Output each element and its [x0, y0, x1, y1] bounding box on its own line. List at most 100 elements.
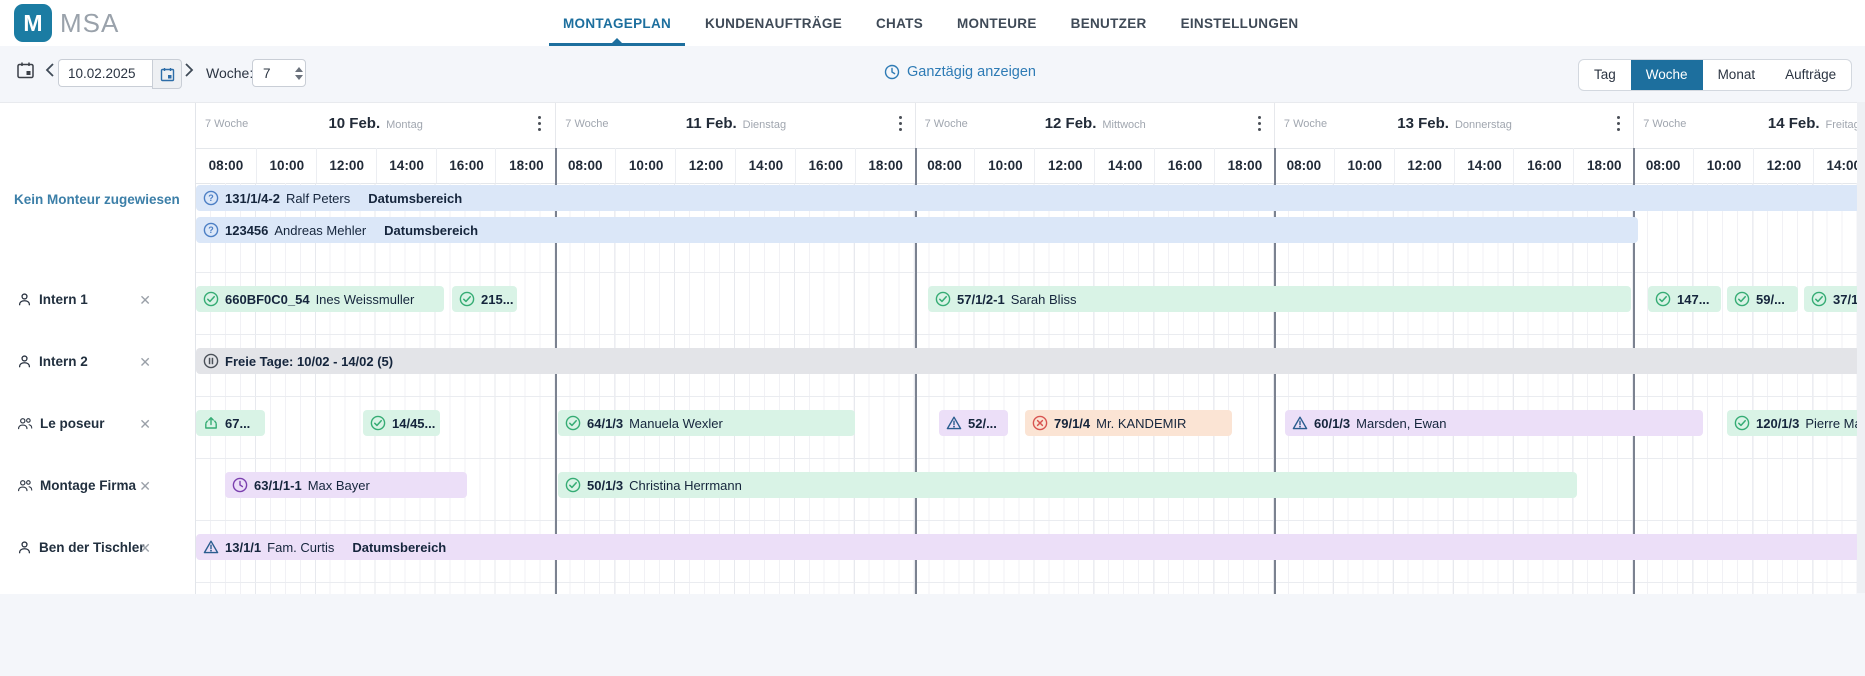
nav-tab-monteure[interactable]: MONTEURE	[957, 0, 1037, 46]
check-icon	[459, 291, 475, 307]
event-customer-name: Sarah Bliss	[1011, 292, 1077, 307]
time-label: 16:00	[1154, 148, 1215, 183]
event-code: 123456	[225, 223, 268, 238]
time-label: 10:00	[256, 148, 317, 183]
event-bar[interactable]: 59/...	[1727, 286, 1798, 312]
spin-up-icon[interactable]	[295, 67, 303, 72]
event-code: 120/1/3	[1756, 416, 1799, 431]
allday-toggle-link[interactable]: Ganztägig anzeigen	[884, 64, 1036, 80]
resource-label[interactable]: Kein Monteur zugewiesen	[14, 192, 180, 207]
event-bar[interactable]: 120/1/3 Pierre Ma	[1727, 410, 1857, 436]
date-input[interactable]	[58, 59, 152, 87]
day-title: 13 Feb.Donnerstag	[1275, 115, 1634, 132]
remove-resource-icon[interactable]: ✕	[137, 291, 153, 309]
event-customer-name: Pierre Ma	[1805, 416, 1857, 431]
remove-resource-icon[interactable]: ✕	[137, 477, 153, 495]
event-bar[interactable]: Freie Tage: 10/02 - 14/02 (5)	[196, 348, 1857, 374]
event-bar[interactable]: 57/1/2-1Sarah Bliss	[928, 286, 1631, 312]
time-label: 18:00	[1573, 148, 1634, 183]
view-button-monat[interactable]: Monat	[1703, 60, 1771, 90]
team-icon	[17, 416, 33, 431]
clock-icon	[232, 477, 248, 493]
nav-tab-chats[interactable]: CHATS	[876, 0, 923, 46]
day-menu-icon[interactable]	[1256, 114, 1263, 133]
event-bar[interactable]: 63/1/1-1Max Bayer	[225, 472, 467, 498]
date-calendar-button[interactable]	[152, 59, 182, 89]
day-menu-icon[interactable]	[536, 114, 543, 133]
date-picker-group	[58, 59, 182, 87]
week-input[interactable]	[253, 65, 293, 82]
resource-row-content: Intern 1	[0, 289, 195, 309]
event-bar[interactable]: 60/1/3Marsden, Ewan	[1285, 410, 1703, 436]
time-label: 14:00	[1454, 148, 1515, 183]
event-bar[interactable]: 64/1/3Manuela Wexler	[558, 410, 855, 436]
person-icon	[17, 354, 32, 369]
resource-row-3: Intern 2✕	[0, 335, 195, 397]
row-separator	[0, 582, 1857, 583]
nav-tab-montageplan[interactable]: MONTAGEPLAN	[563, 0, 671, 46]
schedule-grid: ?131/1/4-2Ralf PetersDatumsbereich ?12345…	[196, 183, 1857, 594]
event-bar[interactable]: 50/1/3Christina Herrmann	[558, 472, 1577, 498]
spin-down-icon[interactable]	[295, 75, 303, 80]
remove-resource-icon[interactable]: ✕	[137, 539, 153, 557]
event-code: 13/1/1	[225, 540, 261, 555]
day-header-1: 7 Woche10 Feb.Montag	[196, 103, 555, 148]
remove-resource-icon[interactable]: ✕	[137, 415, 153, 433]
day-date: 13 Feb.	[1397, 115, 1449, 132]
time-label: 12:00	[675, 148, 736, 183]
nav-tab-kundenaufträge[interactable]: KUNDENAUFTRÄGE	[705, 0, 842, 46]
day-menu-icon[interactable]	[897, 114, 904, 133]
resource-label: Ben der Tischler	[39, 540, 145, 555]
event-bar[interactable]: 67...	[196, 410, 265, 436]
day-header-row: 7 Woche10 Feb.Montag7 Woche11 Feb.Dienst…	[196, 103, 1857, 149]
nav-tab-label: KUNDENAUFTRÄGE	[705, 16, 842, 31]
event-code: 147...	[1677, 292, 1710, 307]
event-bar[interactable]: ?131/1/4-2Ralf PetersDatumsbereich	[196, 185, 1857, 211]
view-button-woche[interactable]: Woche	[1631, 60, 1703, 90]
chevron-right-icon[interactable]	[184, 63, 194, 82]
time-label: 18:00	[495, 148, 556, 183]
chevron-left-icon[interactable]	[45, 63, 55, 82]
row-separator	[0, 520, 1857, 521]
event-bar[interactable]: 215...	[452, 286, 517, 312]
resource-row-4: Le poseur ✕	[0, 397, 195, 459]
app-title: MSA	[60, 8, 119, 39]
day-header-2: 7 Woche11 Feb.Dienstag	[555, 103, 915, 148]
event-bar[interactable]: 52/...	[939, 410, 1008, 436]
allday-label: Ganztägig anzeigen	[907, 64, 1036, 80]
event-customer-name: Fam. Curtis	[267, 540, 334, 555]
event-customer-name: Ines Weissmuller	[316, 292, 415, 307]
event-bar[interactable]: 147...	[1648, 286, 1721, 312]
nav-tab-label: MONTEURE	[957, 16, 1037, 31]
warning-icon	[946, 415, 962, 431]
resource-row-content: Ben der Tischler	[0, 537, 195, 557]
view-button-tag[interactable]: Tag	[1579, 60, 1631, 90]
event-bar[interactable]: ?123456Andreas MehlerDatumsbereich	[196, 217, 1638, 243]
remove-resource-icon[interactable]: ✕	[137, 353, 153, 371]
event-code: 67...	[225, 416, 250, 431]
event-bar[interactable]: 13/1/1Fam. CurtisDatumsbereich	[196, 534, 1857, 560]
resource-row-6: Ben der Tischler✕	[0, 521, 195, 583]
nav-tab-einstellungen[interactable]: EINSTELLUNGEN	[1181, 0, 1299, 46]
event-bar[interactable]: 660BF0C0_54Ines Weissmuller	[196, 286, 444, 312]
check-icon	[565, 415, 581, 431]
resource-label: Le poseur	[40, 416, 105, 431]
time-label: 10:00	[1334, 148, 1395, 183]
clock-icon	[884, 64, 900, 80]
event-code: 131/1/4-2	[225, 191, 280, 206]
event-bar[interactable]: 79/1/4Mr. KANDEMIR	[1025, 410, 1232, 436]
week-spinner[interactable]	[295, 67, 303, 80]
sidebar-divider	[195, 103, 196, 594]
vertical-scrollbar[interactable]	[1857, 102, 1865, 593]
event-bar[interactable]: 37/1/	[1804, 286, 1857, 312]
resource-row-2: Intern 1✕	[0, 273, 195, 335]
day-menu-icon[interactable]	[1615, 114, 1622, 133]
nav-tab-label: CHATS	[876, 16, 923, 31]
event-bar[interactable]: 14/45...	[363, 410, 440, 436]
calendar-icon[interactable]	[16, 61, 35, 85]
event-code: 64/1/3	[587, 416, 623, 431]
check-icon	[935, 291, 951, 307]
view-button-aufträge[interactable]: Aufträge	[1770, 60, 1851, 90]
pickup-icon	[203, 415, 219, 431]
nav-tab-benutzer[interactable]: BENUTZER	[1071, 0, 1147, 46]
